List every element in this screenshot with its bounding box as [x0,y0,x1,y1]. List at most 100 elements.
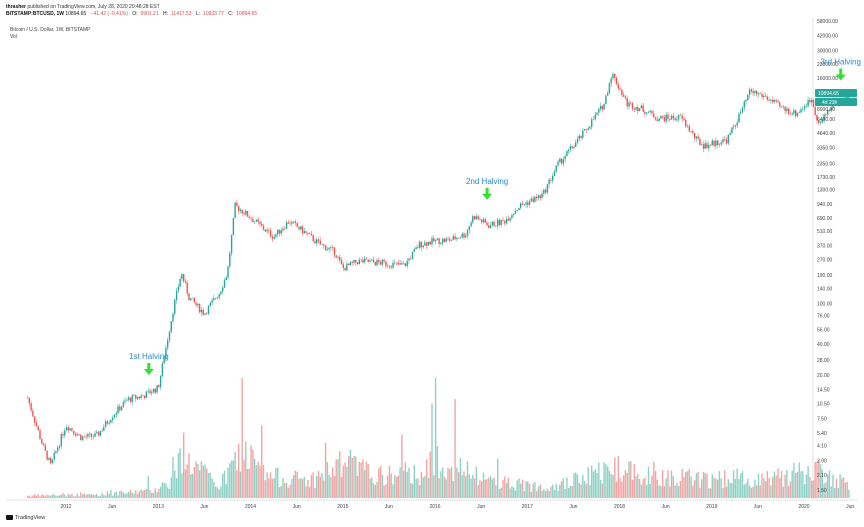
volume-bar [308,487,311,498]
volume-bar [413,464,415,498]
volume-bar [537,486,540,498]
volume-bar [497,458,499,498]
candle-body [787,108,790,114]
volume-bar [149,489,151,498]
candle-body [26,397,29,399]
volume-bar [754,479,756,498]
candle-body [708,144,710,149]
candle-body [566,151,568,157]
candle-body [413,249,415,252]
candle-body [784,106,786,111]
candle-body [552,176,554,181]
volume-bar [200,461,203,498]
volume-bar [583,481,586,498]
volume-bar [770,485,772,498]
volume-bar [167,487,169,498]
volume-bar [757,473,760,498]
candle-body [85,436,87,438]
candle-body [482,219,485,223]
candle-body [734,125,737,127]
candle-body [138,396,140,399]
candle-body [229,253,231,267]
candle-body [821,120,823,122]
candle-body [252,219,254,223]
price-tick-label: 100.00 [817,302,833,308]
candle-body [493,221,495,227]
volume-bar [633,464,635,498]
candle-body [727,135,729,144]
candle-body [709,144,712,146]
candle-body [667,114,669,119]
candle-body [55,451,57,453]
volume-bar [646,484,648,498]
candle-body [717,140,719,145]
candle-body [356,262,359,264]
candle-body [387,265,389,267]
candle-body [738,113,740,123]
volume-bar [328,474,330,498]
volume-bar [190,474,192,498]
price-axis: 58000.00 42000.00 30000.00 22000.00 16000.00… [817,19,838,494]
candle-body [791,113,793,115]
volume-bar [271,478,274,498]
candle-body [183,274,185,282]
volume-bar [841,478,843,498]
volume-bar [264,480,266,498]
price-tick-label: 140.00 [817,287,833,293]
candle-body [495,225,497,227]
candle-body [445,238,447,242]
volume-bar [397,475,399,498]
candle-body [559,158,561,162]
volume-bar [232,460,235,498]
volume-bar [287,487,289,498]
volume-bar [285,483,288,498]
candle-body [692,131,694,133]
volume-bar [692,485,694,498]
price-tag-value: 10894.65 [818,91,839,97]
volume-bar [324,442,327,498]
volume-bar [184,469,187,498]
candle-body [646,112,648,114]
candle-body [427,241,430,246]
candle-body [177,286,180,291]
candle-body [702,144,705,149]
candle-body [303,231,305,234]
candle-body [308,233,311,235]
volume-bar [740,473,742,498]
price-tick-label: 510.00 [817,229,833,235]
candle-body [316,239,318,244]
volume-bar [32,495,34,498]
volume-bar [387,475,389,498]
volume-bar [571,486,573,498]
volume-bar [120,491,123,498]
candle-body [656,119,658,122]
volume-bar [779,478,781,498]
candle-body [143,395,146,398]
candle-body [71,428,73,431]
candle-body [28,397,30,404]
volume-bar [846,481,848,498]
candle-body [683,118,685,120]
volume-bar [195,461,197,498]
volume-bar [580,484,582,498]
volume-bar [702,471,705,498]
candle-body [770,99,772,101]
candle-body [621,89,623,96]
volume-bar [598,462,600,498]
volume-bar [96,493,98,498]
candle-body [287,222,289,224]
candle-body [757,93,760,95]
volume-bar [552,484,554,498]
volume-bar [103,495,105,498]
volume-bar [403,470,405,498]
halving-annotation: 2nd Halving [466,177,508,200]
price-tag-timer: 4d 23h [822,100,838,106]
candle-body [525,202,527,205]
candle-body [596,112,598,115]
candle-body [516,210,518,212]
volume-bar [424,475,426,498]
candle-body [454,236,456,240]
volume-bar [772,477,774,498]
candle-body [404,263,407,266]
